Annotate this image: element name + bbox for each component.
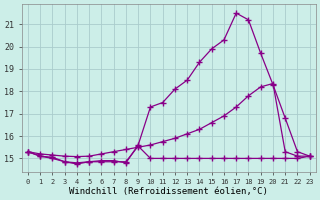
X-axis label: Windchill (Refroidissement éolien,°C): Windchill (Refroidissement éolien,°C) xyxy=(69,187,268,196)
